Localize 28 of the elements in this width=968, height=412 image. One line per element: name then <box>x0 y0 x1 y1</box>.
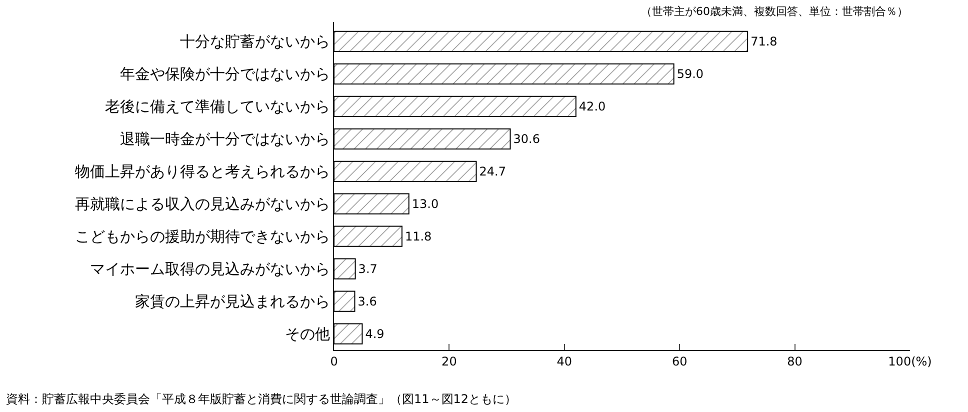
y-tick-label: その他 <box>285 325 330 344</box>
data-label: 42.0 <box>578 99 606 114</box>
data-label: 30.6 <box>513 132 540 146</box>
data-label: 13.0 <box>412 196 439 211</box>
x-tick-label: 20 <box>442 354 457 368</box>
x-tick-label: 0 <box>330 354 338 368</box>
data-label: 4.9 <box>365 326 384 341</box>
data-label: 3.6 <box>358 294 377 308</box>
x-tick-label: 40 <box>556 354 572 368</box>
y-tick-label: 老後に備えて準備していないから <box>105 98 330 116</box>
data-label: 71.8 <box>750 34 778 48</box>
y-tick-label: 家賃の上昇が見込まれるから <box>135 292 330 311</box>
y-tick-label: マイホーム取得の見込みがないから <box>90 260 330 278</box>
y-tick-label: 年金や保険が十分ではないから <box>120 65 330 84</box>
data-label: 3.7 <box>358 262 378 276</box>
y-tick-label: 物価上昇があり得ると考えられるから <box>75 162 330 181</box>
data-label: 11.8 <box>404 229 432 244</box>
text: 資料：貯蓄広報中央委員会「平成８年版貯蓄と消費に関する世論調査」（図11～図12ともに） <box>6 392 517 406</box>
y-tick-label: 再就職による収入の見込みがないから <box>75 195 330 214</box>
y-tick-label: 退職一時金が十分ではないから <box>120 130 330 148</box>
x-tick-label: 80 <box>787 354 802 368</box>
x-tick-label: 100(%) <box>888 354 932 368</box>
text: （世帯主が60歳未満、複数回答、単位：世帯割合％） <box>641 5 908 18</box>
y-tick-label: 十分な貯蓄がないから <box>180 32 330 51</box>
y-tick-label: こどもからの援助が期待できないから <box>75 228 330 246</box>
x-tick-label: 60 <box>672 354 688 368</box>
data-label: 24.7 <box>479 164 506 178</box>
data-label: 59.0 <box>676 66 704 81</box>
